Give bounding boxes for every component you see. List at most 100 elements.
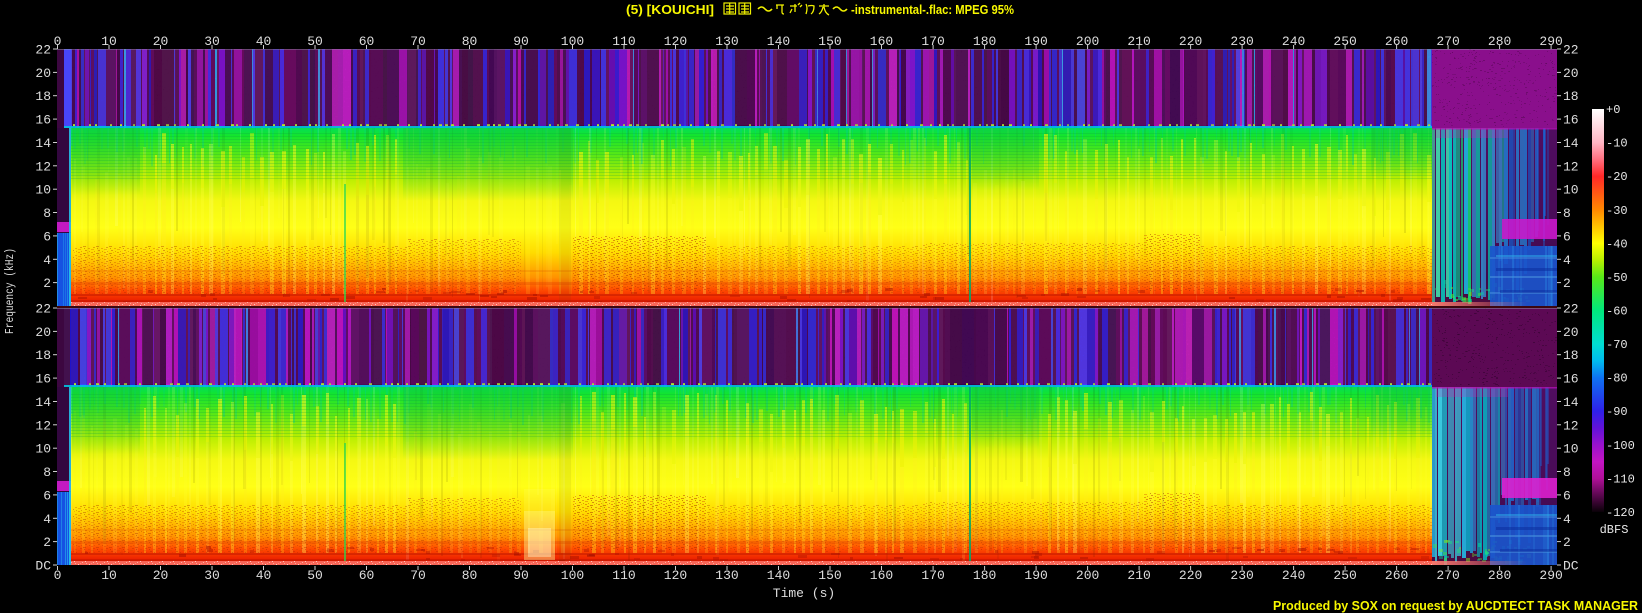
svg-text:170: 170 xyxy=(921,568,944,583)
svg-text:18: 18 xyxy=(35,89,51,104)
svg-text:10: 10 xyxy=(35,442,51,457)
svg-text:30: 30 xyxy=(204,34,220,49)
svg-text:Produced by SOX on request by: Produced by SOX on request by AUCDTECT T… xyxy=(1273,598,1639,613)
svg-text:-80: -80 xyxy=(1606,372,1628,386)
svg-text:-90: -90 xyxy=(1606,405,1628,419)
svg-text:80: 80 xyxy=(462,34,478,49)
svg-text:-110: -110 xyxy=(1606,472,1635,486)
svg-text:60: 60 xyxy=(359,34,375,49)
svg-text:14: 14 xyxy=(35,136,51,151)
svg-text:40: 40 xyxy=(256,568,272,583)
svg-text:14: 14 xyxy=(35,395,51,410)
svg-text:240: 240 xyxy=(1282,568,1305,583)
svg-text:DC: DC xyxy=(1563,559,1579,574)
svg-text:4: 4 xyxy=(43,512,51,527)
svg-text:190: 190 xyxy=(1024,568,1047,583)
svg-text:30: 30 xyxy=(204,568,220,583)
svg-text:90: 90 xyxy=(513,568,529,583)
svg-text:20: 20 xyxy=(1563,325,1579,340)
svg-text:50: 50 xyxy=(307,34,323,49)
svg-text:170: 170 xyxy=(921,34,944,49)
svg-text:12: 12 xyxy=(1563,159,1579,174)
svg-text:14: 14 xyxy=(1563,395,1579,410)
svg-text:+0: +0 xyxy=(1606,103,1620,117)
svg-text:60: 60 xyxy=(359,568,375,583)
svg-text:4: 4 xyxy=(1563,253,1571,268)
svg-text:20: 20 xyxy=(35,325,51,340)
svg-text:280: 280 xyxy=(1488,34,1511,49)
svg-text:10: 10 xyxy=(101,34,117,49)
svg-text:10: 10 xyxy=(1563,183,1579,198)
svg-text:22: 22 xyxy=(1563,43,1579,58)
svg-text:190: 190 xyxy=(1024,34,1047,49)
svg-text:14: 14 xyxy=(1563,136,1579,151)
svg-text:130: 130 xyxy=(715,34,738,49)
svg-text:18: 18 xyxy=(1563,89,1579,104)
svg-text:240: 240 xyxy=(1282,34,1305,49)
svg-text:2: 2 xyxy=(1563,276,1571,291)
svg-text:4: 4 xyxy=(43,253,51,268)
svg-text:250: 250 xyxy=(1333,568,1356,583)
svg-text:210: 210 xyxy=(1127,34,1150,49)
svg-text:70: 70 xyxy=(410,568,426,583)
svg-text:16: 16 xyxy=(1563,372,1579,387)
svg-text:20: 20 xyxy=(1563,66,1579,81)
svg-text:16: 16 xyxy=(35,113,51,128)
svg-text:230: 230 xyxy=(1230,568,1253,583)
svg-text:2: 2 xyxy=(43,535,51,550)
svg-text:0: 0 xyxy=(54,568,62,583)
svg-text:6: 6 xyxy=(1563,229,1571,244)
svg-text:90: 90 xyxy=(513,34,529,49)
svg-text:22: 22 xyxy=(35,302,51,317)
svg-text:180: 180 xyxy=(973,34,996,49)
svg-text:-10: -10 xyxy=(1606,137,1628,151)
svg-text:200: 200 xyxy=(1076,568,1099,583)
svg-text:-20: -20 xyxy=(1606,170,1628,184)
svg-text:150: 150 xyxy=(818,34,841,49)
svg-text:110: 110 xyxy=(612,34,635,49)
svg-text:250: 250 xyxy=(1333,34,1356,49)
svg-text:280: 280 xyxy=(1488,568,1511,583)
svg-text:10: 10 xyxy=(35,183,51,198)
svg-text:-50: -50 xyxy=(1606,271,1628,285)
svg-text:140: 140 xyxy=(767,34,790,49)
svg-text:6: 6 xyxy=(43,229,51,244)
svg-text:20: 20 xyxy=(153,34,169,49)
svg-text:290: 290 xyxy=(1539,34,1562,49)
svg-text:-40: -40 xyxy=(1606,237,1628,251)
svg-text:22: 22 xyxy=(1563,302,1579,317)
svg-text:290: 290 xyxy=(1539,568,1562,583)
svg-text:160: 160 xyxy=(870,34,893,49)
svg-text:8: 8 xyxy=(1563,206,1571,221)
svg-text:130: 130 xyxy=(715,568,738,583)
svg-text:-30: -30 xyxy=(1606,204,1628,218)
svg-text:260: 260 xyxy=(1385,34,1408,49)
svg-text:6: 6 xyxy=(43,488,51,503)
svg-text:100: 100 xyxy=(561,568,584,583)
svg-text:120: 120 xyxy=(664,568,687,583)
svg-text:50: 50 xyxy=(307,568,323,583)
svg-text:200: 200 xyxy=(1076,34,1099,49)
svg-text:12: 12 xyxy=(35,159,51,174)
svg-text:6: 6 xyxy=(1563,488,1571,503)
svg-text:dBFS: dBFS xyxy=(1600,523,1629,537)
svg-text:12: 12 xyxy=(1563,418,1579,433)
svg-text:160: 160 xyxy=(870,568,893,583)
svg-text:22: 22 xyxy=(35,43,51,58)
svg-text:220: 220 xyxy=(1179,568,1202,583)
svg-text:4: 4 xyxy=(1563,512,1571,527)
svg-text:150: 150 xyxy=(818,568,841,583)
svg-text:100: 100 xyxy=(561,34,584,49)
svg-text:10: 10 xyxy=(101,568,117,583)
svg-text:-60: -60 xyxy=(1606,305,1628,319)
svg-text:230: 230 xyxy=(1230,34,1253,49)
svg-text:210: 210 xyxy=(1127,568,1150,583)
svg-text:40: 40 xyxy=(256,34,272,49)
svg-text:-70: -70 xyxy=(1606,338,1628,352)
svg-text:220: 220 xyxy=(1179,34,1202,49)
svg-text:110: 110 xyxy=(612,568,635,583)
svg-text:-100: -100 xyxy=(1606,439,1635,453)
svg-text:270: 270 xyxy=(1436,34,1459,49)
svg-text:70: 70 xyxy=(410,34,426,49)
svg-text:270: 270 xyxy=(1436,568,1459,583)
